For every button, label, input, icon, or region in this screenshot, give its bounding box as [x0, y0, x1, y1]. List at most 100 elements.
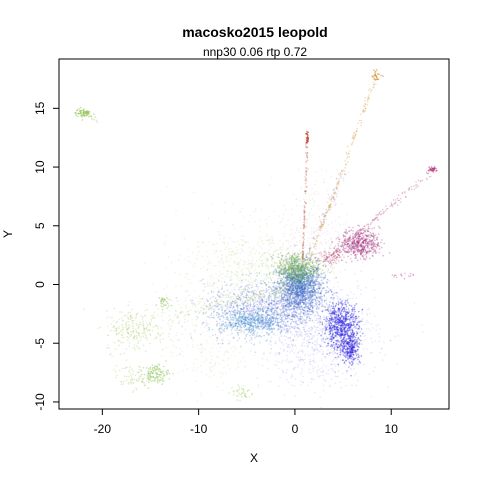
data-point	[301, 292, 304, 295]
data-point	[291, 262, 294, 264]
data-point	[300, 286, 303, 288]
data-point	[289, 294, 292, 297]
data-point	[308, 304, 310, 306]
data-point	[301, 276, 304, 278]
data-point	[290, 326, 292, 328]
data-point	[299, 291, 302, 293]
data-point	[302, 280, 305, 283]
data-point	[299, 315, 301, 318]
data-point	[309, 354, 312, 356]
data-point	[287, 276, 290, 279]
data-point	[344, 378, 347, 380]
data-point	[301, 280, 303, 282]
data-point	[280, 305, 283, 307]
data-point	[271, 259, 273, 261]
data-point	[421, 330, 424, 333]
data-point	[311, 291, 314, 293]
data-point	[339, 354, 342, 356]
data-point	[300, 279, 303, 281]
data-point	[300, 282, 303, 284]
data-point	[230, 312, 232, 315]
data-point	[299, 283, 301, 285]
data-point	[221, 309, 223, 312]
data-point	[283, 284, 285, 286]
data-point	[298, 276, 300, 278]
data-point	[270, 279, 273, 281]
data-point	[243, 326, 246, 329]
data-point	[253, 322, 256, 325]
data-point	[288, 303, 291, 305]
data-point	[222, 294, 225, 297]
data-point	[286, 283, 289, 286]
data-point	[234, 318, 236, 320]
data-point	[250, 303, 252, 306]
data-point	[297, 289, 299, 292]
data-point	[251, 325, 254, 328]
data-point	[282, 300, 285, 302]
data-point	[292, 283, 295, 285]
data-point	[271, 323, 274, 325]
data-point	[304, 336, 306, 339]
data-point	[339, 288, 342, 291]
data-point	[286, 248, 288, 251]
data-point	[305, 272, 308, 275]
data-point	[309, 290, 312, 292]
data-point	[353, 358, 356, 360]
data-point	[293, 284, 295, 287]
data-point	[320, 271, 323, 273]
data-point	[352, 314, 355, 317]
data-point	[269, 271, 272, 274]
data-point	[311, 261, 314, 263]
data-point	[290, 384, 293, 386]
data-point	[361, 312, 364, 315]
data-point	[254, 320, 256, 323]
data-point	[328, 280, 331, 282]
data-point	[293, 303, 296, 305]
data-point	[331, 294, 334, 296]
data-point	[312, 259, 315, 262]
data-point	[238, 314, 241, 317]
data-point	[290, 305, 292, 307]
data-point	[329, 338, 331, 340]
data-point	[278, 283, 281, 286]
data-point	[295, 281, 298, 283]
data-point	[286, 275, 288, 278]
data-point	[250, 308, 253, 310]
data-point	[243, 332, 245, 334]
data-point	[325, 325, 328, 327]
data-point	[304, 268, 307, 271]
data-point	[350, 291, 352, 293]
data-point	[260, 320, 263, 322]
data-point	[296, 284, 299, 287]
data-point	[312, 293, 314, 296]
data-point	[299, 271, 301, 274]
data-point	[304, 298, 307, 301]
data-point	[363, 363, 365, 366]
data-point	[297, 275, 300, 278]
data-point	[246, 307, 249, 310]
data-point	[297, 294, 300, 296]
data-point	[287, 360, 290, 363]
data-point	[273, 298, 276, 300]
data-point	[295, 296, 297, 299]
data-point	[254, 317, 256, 320]
data-point	[324, 320, 327, 322]
data-point	[342, 320, 345, 323]
data-point	[326, 329, 329, 332]
data-point	[321, 345, 324, 348]
data-point	[340, 344, 343, 346]
data-point	[224, 325, 227, 328]
data-point	[327, 349, 329, 352]
data-point	[293, 244, 296, 247]
data-point	[304, 287, 306, 289]
data-point	[245, 310, 247, 313]
data-point	[280, 292, 282, 294]
data-point	[354, 325, 357, 328]
data-point	[334, 306, 337, 309]
data-point	[324, 338, 327, 341]
data-point	[317, 290, 320, 292]
data-point	[345, 348, 347, 351]
data-point	[292, 280, 294, 283]
data-point	[377, 323, 380, 326]
data-point	[349, 362, 352, 365]
